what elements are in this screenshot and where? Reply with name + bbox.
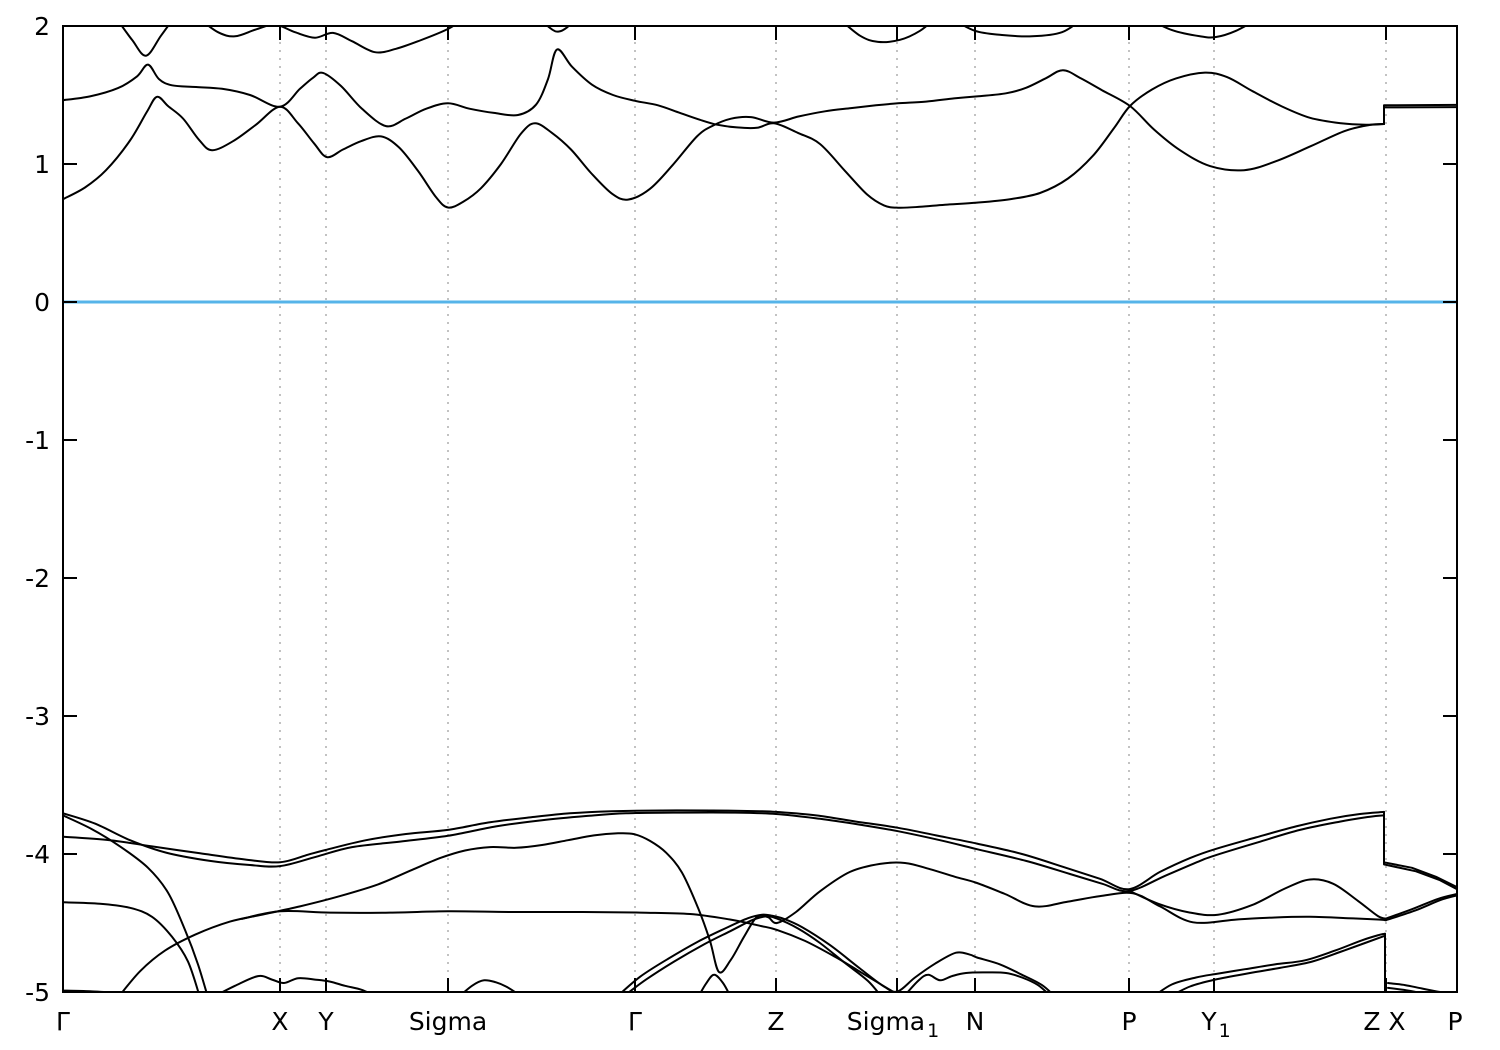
- band-curve-val-bottom-hump-3: [699, 973, 730, 992]
- y-tick-label: -5: [25, 978, 50, 1007]
- band-curve-val-right-pair-2: [1176, 934, 1386, 992]
- band-curve-val-bottom-hump-1: [220, 974, 370, 992]
- band-curve-val-diagonal: [121, 832, 1387, 992]
- k-point-labels: Γ X Y Sigma Γ Z Sigma 1 N P Y 1 Z X P: [56, 1007, 1463, 1042]
- k-point-label: Y: [317, 1007, 334, 1036]
- k-point-label: Z: [1363, 1007, 1380, 1036]
- axis-ticks: [63, 25, 1457, 993]
- k-point-label: Γ: [628, 1007, 642, 1036]
- y-tick-label: 2: [34, 12, 50, 41]
- k-point-label: Sigma 1: [847, 1007, 939, 1042]
- k-point-label: Sigma: [409, 1007, 487, 1036]
- band-curve-top-dip-4: [846, 26, 929, 44]
- y-axis-labels: 2 1 0 -1 -2 -3 -4 -5: [25, 12, 50, 1007]
- band-curve-val-right-sliver-2: [1387, 986, 1421, 992]
- band-curve-val-bottom-hump-2: [462, 979, 517, 992]
- band-curve-val-dive-2: [63, 901, 200, 992]
- k-point-label: P: [1121, 1007, 1136, 1036]
- k-point-label: Z: [767, 1007, 784, 1036]
- y-tick-label: -4: [25, 840, 50, 869]
- band-curve-val-right-pair-1: [1157, 932, 1386, 992]
- band-curve-val-hump-right: [1128, 878, 1387, 920]
- band-curve-top-dip-2: [206, 26, 456, 54]
- plot-border: [62, 25, 1458, 993]
- band-curve-val-dive-1: [63, 814, 208, 992]
- band-curve-cond-B-step: [1383, 103, 1457, 125]
- band-curve-val-rise-pair-2: [627, 915, 879, 992]
- band-curve-val-top-2-step: [1383, 814, 1457, 891]
- band-curve-val-wiggle-low: [906, 971, 1048, 992]
- band-curve-val-diagonal-tail: [1385, 894, 1457, 922]
- y-tick-label: 0: [34, 288, 50, 317]
- k-point-label: Γ: [56, 1007, 70, 1036]
- y-tick-label: -1: [25, 426, 50, 455]
- band-curve-cond-B: [63, 69, 1385, 209]
- k-point-label: X: [271, 1007, 288, 1036]
- band-curve-top-dip-6: [1159, 26, 1248, 39]
- band-curves: [63, 26, 1457, 992]
- band-curve-val-right-sliver-1: [1387, 982, 1452, 992]
- k-point-label: X: [1388, 1007, 1405, 1036]
- k-gridlines: [279, 26, 1387, 992]
- k-point-label: P: [1447, 1007, 1462, 1036]
- band-curve-val-hump-right-tail: [1385, 893, 1457, 920]
- band-curve-top-dip-5: [962, 26, 1075, 38]
- y-tick-label: -3: [25, 702, 50, 731]
- y-tick-label: 1: [34, 150, 50, 179]
- band-curve-val-rise-pair-1: [620, 913, 1052, 992]
- band-curve-val-top-1: [63, 809, 1385, 891]
- band-curve-top-dip-1: [120, 26, 170, 57]
- y-tick-label: -2: [25, 564, 50, 593]
- k-point-label: N: [966, 1007, 985, 1036]
- band-curve-val-top-2: [63, 811, 1385, 893]
